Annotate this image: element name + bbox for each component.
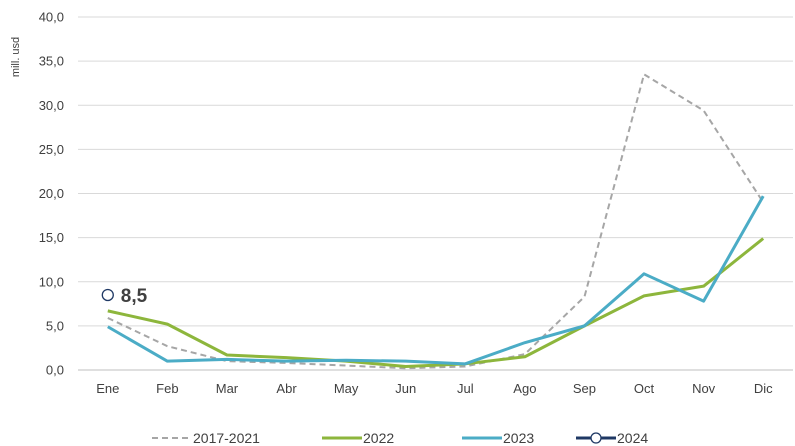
x-tick-label: Oct bbox=[634, 381, 655, 396]
y-tick-label: 10,0 bbox=[39, 274, 64, 289]
y-tick-label: 20,0 bbox=[39, 186, 64, 201]
y-tick-label: 5,0 bbox=[46, 318, 64, 333]
x-tick-label: Abr bbox=[276, 381, 297, 396]
legend-label-2022: 2022 bbox=[363, 430, 394, 446]
y-axis: 0,0 5,0 10,0 15,0 20,0 25,0 30,0 35,0 40,0 bbox=[39, 10, 64, 378]
x-tick-label: Jun bbox=[395, 381, 416, 396]
x-axis: Ene Feb Mar Abr May Jun Jul Ago Sep Oct Nov Dic bbox=[96, 381, 773, 396]
x-tick-label: Jul bbox=[457, 381, 474, 396]
series-line-2017-2021 bbox=[107, 73, 765, 370]
x-tick-label: Feb bbox=[156, 381, 178, 396]
data-labels: 8,5 bbox=[121, 286, 148, 307]
legend: 2017-2021 2022 2023 2024 bbox=[152, 430, 648, 446]
y-axis-title: mill. usd bbox=[10, 37, 22, 77]
x-tick-label: Ago bbox=[513, 381, 536, 396]
x-tick-label: Dic bbox=[754, 381, 773, 396]
legend-marker-2024 bbox=[590, 432, 602, 444]
series-line-2023 bbox=[107, 195, 765, 366]
grid-lines bbox=[78, 16, 793, 371]
data-point-2024 bbox=[101, 288, 114, 302]
x-tick-label: May bbox=[334, 381, 359, 396]
y-tick-label: 40,0 bbox=[39, 10, 64, 25]
x-tick-label: Sep bbox=[573, 381, 596, 396]
legend-label-2023: 2023 bbox=[503, 430, 534, 446]
series-line-2022 bbox=[107, 237, 765, 368]
series-layer bbox=[101, 73, 765, 370]
x-tick-label: Ene bbox=[96, 381, 119, 396]
legend-label-2024: 2024 bbox=[617, 430, 648, 446]
y-tick-label: 25,0 bbox=[39, 142, 64, 157]
x-tick-label: Mar bbox=[216, 381, 239, 396]
y-tick-label: 15,0 bbox=[39, 230, 64, 245]
x-tick-label: Nov bbox=[692, 381, 716, 396]
y-tick-label: 35,0 bbox=[39, 54, 64, 69]
legend-label-2017-2021: 2017-2021 bbox=[193, 430, 260, 446]
data-label-2024: 8,5 bbox=[121, 286, 148, 307]
y-tick-label: 0,0 bbox=[46, 363, 64, 378]
y-tick-label: 30,0 bbox=[39, 98, 64, 113]
